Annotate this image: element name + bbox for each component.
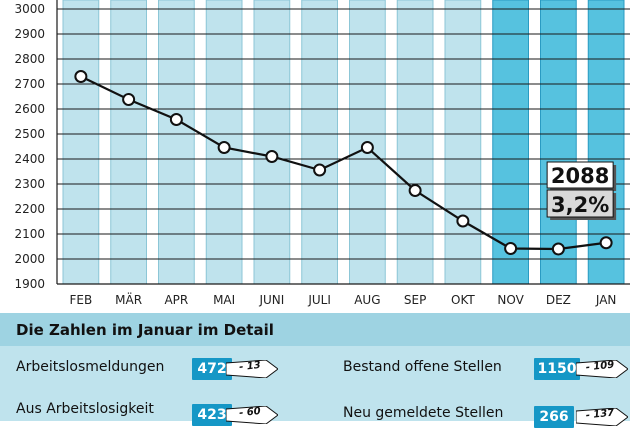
chart: 1900 2000 2100 2200 2300 2400 2500 2600 2700 2800… bbox=[14, 0, 630, 307]
bar-apr bbox=[158, 0, 195, 285]
data-point-okt bbox=[456, 214, 470, 228]
y-tick-label: 3000 bbox=[14, 2, 45, 16]
y-tick-label: 2100 bbox=[14, 227, 45, 241]
stat-arbeitslosmeldungen: Arbeitslosmeldungen bbox=[16, 359, 164, 375]
y-tick-label: 2500 bbox=[14, 127, 45, 141]
callout-value: 2088 bbox=[551, 164, 609, 188]
y-tick-label: 2900 bbox=[14, 27, 45, 41]
data-point-nov bbox=[504, 242, 518, 255]
x-tick-label: JUNI bbox=[258, 293, 284, 307]
y-tick-label: 1900 bbox=[14, 277, 45, 291]
x-tick-label: FEB bbox=[70, 293, 93, 307]
delta-arrow-badge: - 109 bbox=[576, 360, 628, 378]
bar-mär bbox=[110, 0, 147, 285]
data-point-mai bbox=[217, 141, 231, 154]
bar-feb bbox=[62, 0, 100, 285]
data-point-sep bbox=[408, 184, 422, 197]
plot-area bbox=[57, 0, 630, 284]
detail-panel: Die Zahlen im Januar im Detail Arbeitslo… bbox=[0, 313, 630, 428]
stat-label: Neu gemeldete Stellen bbox=[343, 405, 504, 421]
x-tick-label: DEZ bbox=[546, 293, 571, 307]
stat-label: Bestand offene Stellen bbox=[343, 359, 502, 375]
stat-value: 472 bbox=[192, 358, 232, 380]
stat-label: Aus Arbeitslosigkeit bbox=[16, 401, 154, 417]
delta-arrow-badge: - 137 bbox=[576, 408, 628, 426]
stat-neu-gemeldete-stellen: Neu gemeldete Stellen bbox=[343, 405, 503, 421]
bar-juni bbox=[253, 0, 291, 285]
stat-value: 266 bbox=[534, 406, 574, 428]
callout-rate: 3,2% bbox=[551, 193, 609, 217]
stat-value: 1150 bbox=[534, 358, 580, 380]
series-line bbox=[80, 75, 607, 251]
data-point-dez bbox=[551, 242, 565, 256]
data-point-juni bbox=[265, 150, 279, 163]
data-point-aug bbox=[360, 141, 374, 154]
stat-label: Arbeitslosmeldungen bbox=[16, 359, 165, 375]
data-point-apr bbox=[169, 113, 183, 126]
y-tick-label: 2000 bbox=[14, 252, 45, 266]
stat-aus-arbeitslosigkeit: Aus Arbeitslosigkeit bbox=[16, 401, 154, 417]
bar-nov bbox=[492, 0, 529, 285]
data-point-mär bbox=[122, 93, 136, 106]
stat-bestand-offene-stellen: Bestand offene Stellen bbox=[343, 359, 502, 375]
x-tick-label: NOV bbox=[497, 293, 524, 307]
callout-value-box bbox=[546, 161, 614, 189]
y-tick-label: 2600 bbox=[14, 102, 45, 116]
y-tick-label: 2200 bbox=[14, 202, 45, 216]
x-tick-label: SEP bbox=[404, 293, 426, 307]
delta-arrow-badge: - 60 bbox=[226, 406, 278, 424]
bar-juli bbox=[301, 0, 338, 285]
callout-rate-box bbox=[546, 189, 614, 218]
delta-arrow-badge: - 13 bbox=[226, 360, 278, 378]
x-tick-label: JAN bbox=[595, 293, 617, 307]
data-point-jan bbox=[599, 236, 613, 250]
x-tick-label: MÄR bbox=[115, 292, 142, 307]
x-tick-label: AUG bbox=[354, 293, 380, 307]
x-tick-label: OKT bbox=[451, 293, 475, 307]
y-tick-label: 2800 bbox=[14, 52, 45, 66]
bar-sep bbox=[396, 0, 434, 285]
data-point-feb bbox=[74, 70, 88, 83]
x-tick-label: JULI bbox=[307, 293, 331, 307]
detail-title: Die Zahlen im Januar im Detail bbox=[0, 313, 630, 346]
bar-okt bbox=[444, 0, 482, 285]
x-tick-label: MAI bbox=[213, 293, 235, 307]
bar-dez bbox=[540, 0, 577, 285]
y-tick-label: 2300 bbox=[14, 177, 45, 191]
data-point-juli bbox=[313, 163, 327, 177]
y-tick-label: 2700 bbox=[14, 77, 45, 91]
y-tick-label: 2400 bbox=[14, 152, 45, 166]
x-tick-label: APR bbox=[164, 293, 188, 307]
